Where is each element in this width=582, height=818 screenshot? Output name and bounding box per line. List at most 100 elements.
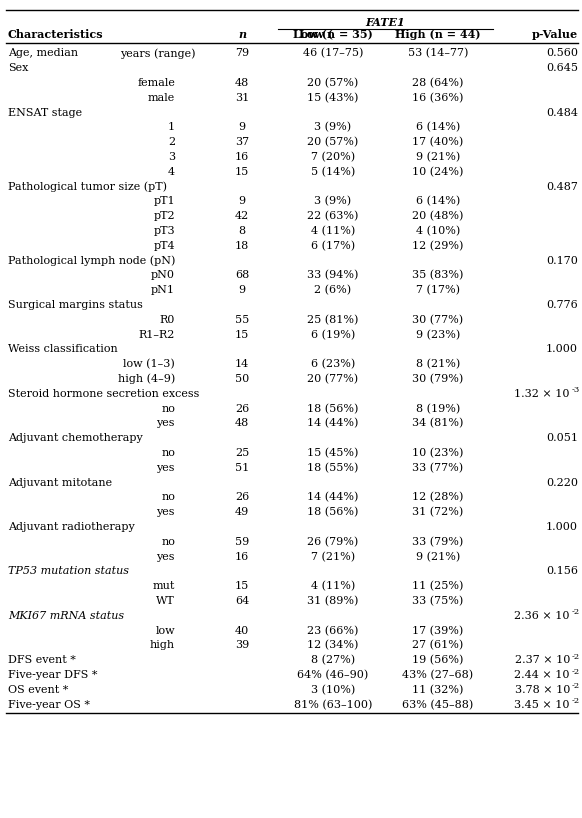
Text: 9 (21%): 9 (21%): [416, 152, 460, 162]
Text: Weiss classification: Weiss classification: [8, 344, 118, 354]
Text: 0.487: 0.487: [546, 182, 578, 191]
Text: 1: 1: [168, 123, 175, 133]
Text: 40: 40: [235, 626, 249, 636]
Text: 64: 64: [235, 596, 249, 606]
Text: 26: 26: [235, 492, 249, 502]
Text: 33 (94%): 33 (94%): [307, 270, 359, 281]
Text: 9: 9: [239, 285, 246, 295]
Text: 17 (40%): 17 (40%): [413, 137, 464, 147]
Text: 5 (14%): 5 (14%): [311, 167, 355, 177]
Text: 51: 51: [235, 463, 249, 473]
Text: 8: 8: [239, 226, 246, 236]
Text: 6 (14%): 6 (14%): [416, 196, 460, 207]
Text: 26 (79%): 26 (79%): [307, 537, 359, 547]
Text: pT3: pT3: [154, 226, 175, 236]
Text: 50: 50: [235, 374, 249, 384]
Text: -2: -2: [572, 653, 580, 661]
Text: 14: 14: [235, 359, 249, 369]
Text: p-Value: p-Value: [532, 29, 578, 41]
Text: mut: mut: [152, 582, 175, 591]
Text: 26: 26: [235, 404, 249, 414]
Text: 1.000: 1.000: [546, 344, 578, 354]
Text: 3.78 × 10: 3.78 × 10: [514, 685, 570, 695]
Text: Low (: Low (: [299, 29, 333, 41]
Text: 3 (9%): 3 (9%): [314, 123, 352, 133]
Text: 2.37 × 10: 2.37 × 10: [514, 655, 570, 665]
Text: 10 (24%): 10 (24%): [412, 167, 464, 177]
Text: 16 (36%): 16 (36%): [412, 92, 464, 103]
Text: Low (n = 35): Low (n = 35): [293, 29, 373, 41]
Text: no: no: [161, 404, 175, 414]
Text: 16: 16: [235, 152, 249, 162]
Text: 10 (23%): 10 (23%): [412, 448, 464, 458]
Text: DFS event *: DFS event *: [8, 655, 76, 665]
Text: no: no: [161, 537, 175, 547]
Text: 15 (45%): 15 (45%): [307, 448, 359, 458]
Text: 20 (48%): 20 (48%): [412, 211, 464, 222]
Text: 12 (29%): 12 (29%): [412, 240, 464, 251]
Text: 4: 4: [168, 167, 175, 177]
Text: 3 (10%): 3 (10%): [311, 685, 355, 695]
Text: 43% (27–68): 43% (27–68): [402, 670, 474, 681]
Text: 15 (43%): 15 (43%): [307, 92, 359, 103]
Text: no: no: [161, 448, 175, 458]
Text: 0.560: 0.560: [546, 48, 578, 59]
Text: 42: 42: [235, 211, 249, 222]
Text: Surgical margins status: Surgical margins status: [8, 300, 143, 310]
Text: Adjuvant mitotane: Adjuvant mitotane: [8, 478, 112, 488]
Text: 3 (9%): 3 (9%): [314, 196, 352, 207]
Text: 20 (57%): 20 (57%): [307, 78, 359, 88]
Text: 7 (20%): 7 (20%): [311, 152, 355, 162]
Text: 6 (14%): 6 (14%): [416, 123, 460, 133]
Text: R0: R0: [159, 315, 175, 325]
Text: 3.45 × 10: 3.45 × 10: [514, 699, 570, 710]
Text: 18: 18: [235, 240, 249, 251]
Text: MKI67 mRNA status: MKI67 mRNA status: [8, 611, 124, 621]
Text: 35 (83%): 35 (83%): [412, 270, 464, 281]
Text: 0.156: 0.156: [546, 567, 578, 577]
Text: 9 (21%): 9 (21%): [416, 551, 460, 562]
Text: OS event *: OS event *: [8, 685, 68, 695]
Text: pN0: pN0: [151, 271, 175, 281]
Text: Characteristics: Characteristics: [8, 29, 104, 41]
Text: -2: -2: [572, 667, 580, 676]
Text: -3: -3: [572, 386, 580, 394]
Text: High (n = 44): High (n = 44): [395, 29, 481, 41]
Text: Pathological lymph node (pN): Pathological lymph node (pN): [8, 255, 175, 266]
Text: 8 (27%): 8 (27%): [311, 655, 355, 666]
Text: 7 (21%): 7 (21%): [311, 551, 355, 562]
Text: TP53 mutation status: TP53 mutation status: [8, 567, 129, 577]
Text: 9: 9: [239, 123, 246, 133]
Text: female: female: [137, 78, 175, 88]
Text: 25: 25: [235, 448, 249, 458]
Text: 20 (77%): 20 (77%): [307, 374, 359, 384]
Text: 15: 15: [235, 582, 249, 591]
Text: Five-year DFS *: Five-year DFS *: [8, 670, 98, 680]
Text: -2: -2: [572, 697, 580, 705]
Text: 6 (17%): 6 (17%): [311, 240, 355, 251]
Text: yes: yes: [157, 419, 175, 429]
Text: yes: yes: [157, 507, 175, 517]
Text: 2: 2: [168, 137, 175, 147]
Text: 19 (56%): 19 (56%): [412, 655, 464, 666]
Text: 53 (14–77): 53 (14–77): [408, 48, 468, 59]
Text: 79: 79: [235, 48, 249, 59]
Text: 39: 39: [235, 640, 249, 650]
Text: 1.000: 1.000: [546, 522, 578, 532]
Text: -2: -2: [572, 682, 580, 690]
Text: yes: yes: [157, 463, 175, 473]
Text: Adjuvant chemotherapy: Adjuvant chemotherapy: [8, 434, 143, 443]
Text: 33 (75%): 33 (75%): [413, 596, 464, 606]
Text: 18 (55%): 18 (55%): [307, 463, 359, 473]
Text: 48: 48: [235, 419, 249, 429]
Text: 8 (19%): 8 (19%): [416, 403, 460, 414]
Text: 33 (79%): 33 (79%): [413, 537, 464, 547]
Text: R1–R2: R1–R2: [139, 330, 175, 339]
Text: no: no: [161, 492, 175, 502]
Text: Five-year OS *: Five-year OS *: [8, 699, 90, 710]
Text: 0.170: 0.170: [546, 256, 578, 266]
Text: 14 (44%): 14 (44%): [307, 418, 359, 429]
Text: 12 (28%): 12 (28%): [412, 492, 464, 502]
Text: 18 (56%): 18 (56%): [307, 403, 359, 414]
Text: 37: 37: [235, 137, 249, 147]
